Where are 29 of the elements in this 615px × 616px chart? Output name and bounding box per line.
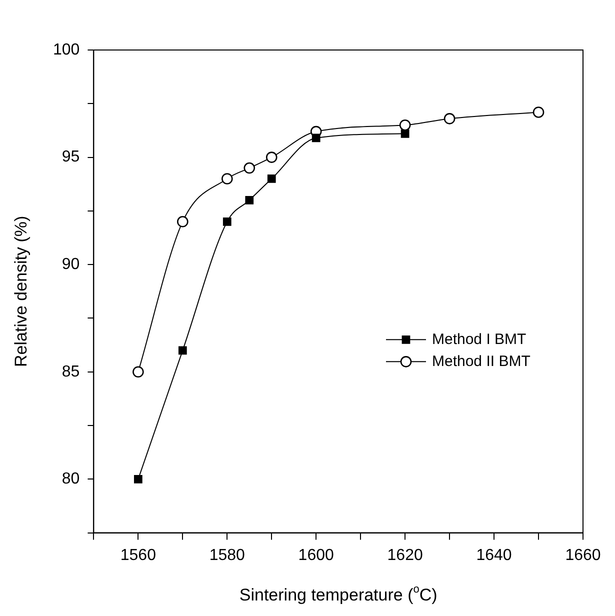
x-tick-label: 1620	[387, 546, 423, 564]
legend-label: Method I BMT	[432, 330, 526, 348]
x-tick-label: 1660	[565, 546, 601, 564]
point	[399, 119, 411, 131]
point	[177, 216, 188, 228]
point	[178, 346, 187, 355]
x-tick-label: 1640	[476, 546, 512, 564]
point	[222, 217, 232, 226]
point	[266, 152, 278, 163]
y-tick-label: 90	[62, 256, 80, 273]
point	[400, 130, 410, 138]
x-tick-label: 1580	[209, 546, 246, 564]
point	[444, 113, 456, 124]
point	[134, 474, 142, 484]
x-tick-label: 1600	[298, 546, 334, 564]
point	[132, 366, 144, 378]
point	[312, 134, 320, 142]
y-tick-label: 85	[62, 363, 80, 380]
point	[244, 162, 256, 174]
y-tick-label: 100	[52, 41, 80, 58]
point	[532, 106, 544, 118]
point	[267, 174, 276, 183]
point	[245, 196, 254, 204]
y-axis-title: Relative density (%)	[12, 216, 31, 367]
y-tick-label: 80	[62, 470, 80, 488]
x-tick-label: 1560	[120, 546, 156, 564]
legend-label: Method II BMT	[432, 352, 530, 370]
point	[221, 173, 233, 184]
y-tick-label: 95	[62, 148, 80, 166]
